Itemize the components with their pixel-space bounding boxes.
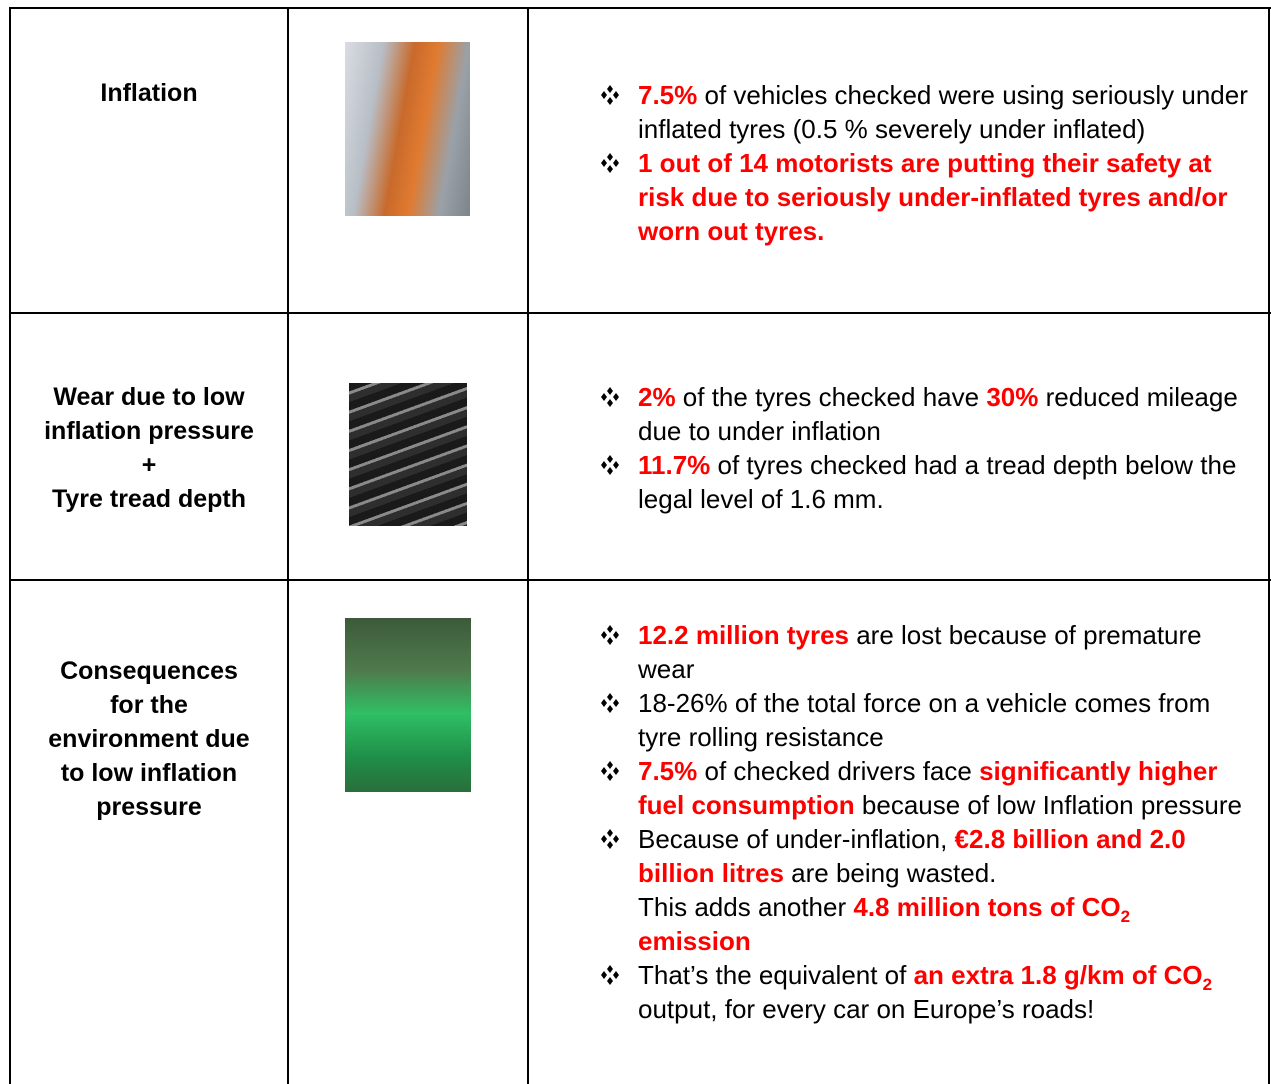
bullet-icon — [598, 686, 638, 720]
bullet: 7.5% of checked drivers face significant… — [598, 754, 1248, 822]
text-run: That’s the equivalent of — [638, 960, 914, 990]
photo-forest — [345, 618, 471, 792]
photo-inflation — [345, 42, 470, 216]
text-run: 1 out of 14 motorists are putting their … — [638, 148, 1227, 246]
page: Inflation 7.5% of vehicles checked were u… — [0, 0, 1271, 1084]
text-run: 30% — [986, 382, 1038, 412]
bullet-body: 7.5% of checked drivers face significant… — [638, 754, 1248, 822]
bullet-body: 2% of the tyres checked have 30% reduced… — [638, 380, 1248, 448]
label-line: Wear due to low — [12, 380, 286, 414]
paragraph: 7.5% of vehicles checked were using seri… — [638, 78, 1248, 146]
paragraph: 7.5% of checked drivers face significant… — [638, 754, 1248, 822]
bullet-icon — [598, 448, 638, 482]
text-run: 7.5% — [638, 80, 697, 110]
bullet: 11.7% of tyres checked had a tread depth… — [598, 448, 1248, 516]
bullet-icon — [598, 822, 638, 856]
bullet: 1 out of 14 motorists are putting their … — [598, 146, 1248, 248]
bullet-icon — [598, 618, 638, 652]
label-line: pressure — [12, 790, 286, 824]
text-run: 7.5% — [638, 756, 697, 786]
text-run: of checked drivers face — [697, 756, 979, 786]
text-run: 12.2 million tyres — [638, 620, 849, 650]
label-line: inflation pressure — [12, 414, 286, 448]
paragraph: 1 out of 14 motorists are putting their … — [638, 146, 1248, 248]
text-run: of tyres checked had a tread depth below… — [638, 450, 1236, 514]
photo-tread — [349, 383, 467, 526]
rule — [287, 8, 289, 1084]
text-run: are being wasted. — [784, 858, 996, 888]
text-run: 18-26% of the total force on a vehicle c… — [638, 688, 1210, 752]
text-run: This adds another — [638, 892, 853, 922]
bullet-icon — [598, 146, 638, 180]
paragraph: That’s the equivalent of an extra 1.8 g/… — [638, 958, 1248, 1026]
row-label: Inflation — [12, 76, 286, 110]
label-line: + — [12, 448, 286, 482]
label-line: environment due — [12, 722, 286, 756]
text-run: an extra 1.8 g/km of CO — [914, 960, 1203, 990]
text-run: Because of under-inflation, — [638, 824, 955, 854]
bullet: 2% of the tyres checked have 30% reduced… — [598, 380, 1248, 448]
label-line: Tyre tread depth — [12, 482, 286, 516]
label-line: Inflation — [12, 76, 286, 110]
bullet-body: 18-26% of the total force on a vehicle c… — [638, 686, 1248, 754]
text-run: of vehicles checked were using seriously… — [638, 80, 1248, 144]
text-run: because of low Inflation pressure — [855, 790, 1242, 820]
rule — [9, 7, 1271, 9]
text-run: 11.7% — [638, 450, 710, 480]
bullet-icon — [598, 78, 638, 112]
paragraph: 12.2 million tyres are lost because of p… — [638, 618, 1248, 686]
text-run: emission — [638, 926, 751, 956]
text-run: output, for every car on Europe’s roads! — [638, 994, 1094, 1024]
paragraph: 18-26% of the total force on a vehicle c… — [638, 686, 1248, 754]
rule — [9, 8, 11, 1084]
row-text: 12.2 million tyres are lost because of p… — [598, 618, 1248, 1026]
bullet: 12.2 million tyres are lost because of p… — [598, 618, 1248, 686]
paragraph: 2% of the tyres checked have 30% reduced… — [638, 380, 1248, 448]
rule — [9, 312, 1271, 314]
paragraph: 11.7% of tyres checked had a tread depth… — [638, 448, 1248, 516]
bullet-body: Because of under-inflation, €2.8 billion… — [638, 822, 1248, 958]
bullet-body: 12.2 million tyres are lost because of p… — [638, 618, 1248, 686]
bullet-icon — [598, 754, 638, 788]
bullet: That’s the equivalent of an extra 1.8 g/… — [598, 958, 1248, 1026]
text-run: 4.8 million tons of CO — [853, 892, 1120, 922]
bullet: 7.5% of vehicles checked were using seri… — [598, 78, 1248, 146]
bullet: 18-26% of the total force on a vehicle c… — [598, 686, 1248, 754]
bullet: Because of under-inflation, €2.8 billion… — [598, 822, 1248, 958]
bullet-icon — [598, 958, 638, 992]
rule — [9, 579, 1271, 581]
text-run: 2 — [1203, 975, 1212, 994]
rule — [527, 8, 529, 1084]
bullet-body: That’s the equivalent of an extra 1.8 g/… — [638, 958, 1248, 1026]
bullet-body: 11.7% of tyres checked had a tread depth… — [638, 448, 1248, 516]
bullet-body: 7.5% of vehicles checked were using seri… — [638, 78, 1248, 146]
label-line: for the — [12, 688, 286, 722]
bullet-body: 1 out of 14 motorists are putting their … — [638, 146, 1248, 248]
bullet-icon — [598, 380, 638, 414]
text-run: 2% — [638, 382, 676, 412]
paragraph: This adds another 4.8 million tons of CO… — [638, 890, 1248, 958]
rule — [1268, 8, 1270, 1084]
paragraph: Because of under-inflation, €2.8 billion… — [638, 822, 1248, 890]
row-text: 2% of the tyres checked have 30% reduced… — [598, 380, 1248, 516]
label-line: to low inflation — [12, 756, 286, 790]
row-text: 7.5% of vehicles checked were using seri… — [598, 78, 1248, 248]
text-run: of the tyres checked have — [676, 382, 987, 412]
text-run: 2 — [1121, 907, 1130, 926]
label-line: Consequences — [12, 654, 286, 688]
